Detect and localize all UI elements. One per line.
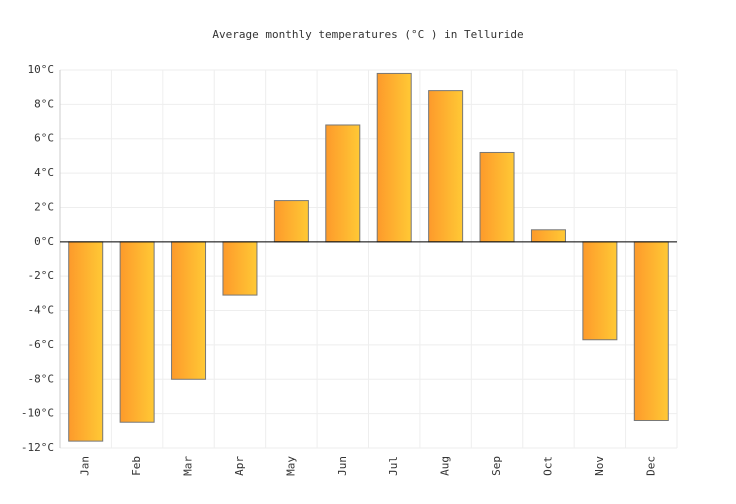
y-tick-label: -2°C: [28, 269, 55, 282]
y-tick-label: 6°C: [34, 132, 54, 145]
bar: [119, 241, 155, 423]
bar: [376, 72, 412, 243]
x-tick-label: Jul: [387, 456, 400, 476]
chart-title: Average monthly temperatures (°C ) in Te…: [212, 28, 523, 41]
y-tick-label: -4°C: [28, 304, 55, 317]
bar: [325, 124, 361, 243]
y-tick-label: -10°C: [21, 407, 54, 420]
y-tick-label: 8°C: [34, 97, 54, 110]
y-tick-label: 0°C: [34, 235, 54, 248]
bar: [171, 241, 207, 380]
y-tick-label: -12°C: [21, 441, 54, 454]
bar: [222, 241, 258, 296]
bar: [582, 241, 618, 341]
bar: [428, 90, 464, 243]
x-tick-label: Jan: [79, 456, 92, 476]
x-tick-label: Jun: [336, 456, 349, 476]
bar: [530, 229, 566, 243]
y-tick-label: 4°C: [34, 166, 54, 179]
y-tick-label: -8°C: [28, 372, 55, 385]
y-tick-label: -6°C: [28, 338, 55, 351]
x-tick-label: May: [284, 456, 297, 476]
bar: [68, 241, 104, 442]
x-tick-label: Apr: [233, 456, 246, 476]
x-tick-label: Nov: [593, 456, 606, 476]
bar: [273, 200, 309, 243]
x-tick-label: Dec: [644, 456, 657, 476]
bar: [633, 241, 669, 422]
x-tick-label: Mar: [182, 456, 195, 476]
x-tick-label: Aug: [439, 456, 452, 476]
y-tick-label: 2°C: [34, 200, 54, 213]
y-tick-label: 10°C: [28, 63, 55, 76]
x-tick-label: Oct: [541, 456, 554, 476]
bar: [479, 151, 515, 243]
x-tick-label: Sep: [490, 456, 503, 476]
x-tick-label: Feb: [130, 456, 143, 476]
